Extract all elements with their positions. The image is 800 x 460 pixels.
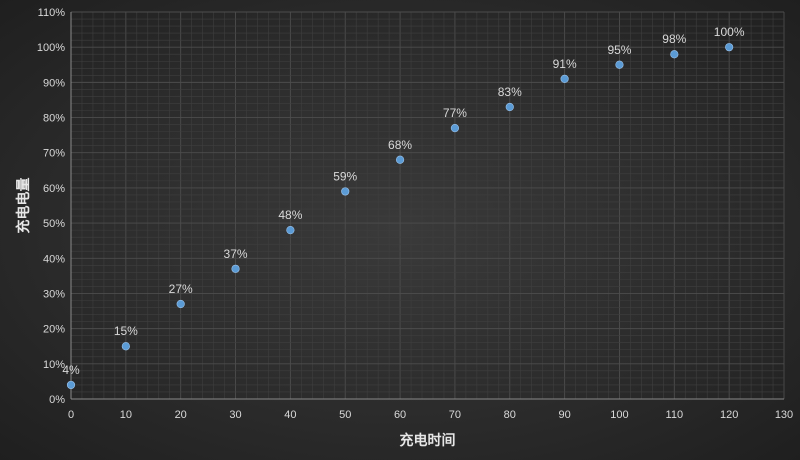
x-axis-title: 充电时间	[400, 432, 456, 449]
data-label: 77%	[443, 106, 467, 120]
y-tick-label: 40%	[43, 253, 65, 265]
data-point	[231, 264, 240, 273]
y-tick-label: 60%	[43, 183, 65, 195]
y-tick-label: 90%	[43, 77, 65, 89]
data-label: 83%	[498, 85, 522, 99]
data-label: 48%	[278, 208, 302, 222]
y-tick-label: 10%	[43, 359, 65, 371]
data-label: 15%	[114, 324, 138, 338]
x-tick-label: 70	[449, 409, 461, 421]
y-tick-label: 50%	[43, 218, 65, 230]
x-tick-label: 60	[394, 409, 406, 421]
data-label: 59%	[333, 169, 357, 183]
x-tick-label: 110	[666, 409, 684, 421]
data-labels: 4% 15% 27% 37% 48% 59% 68% 77% 83% 91% 95% 98% 100%	[62, 25, 744, 377]
x-tick-label: 90	[558, 409, 570, 421]
data-point	[615, 60, 624, 69]
data-points	[66, 43, 734, 390]
data-point	[66, 380, 76, 390]
y-tick-label: 30%	[43, 288, 65, 300]
data-point	[560, 74, 569, 83]
gridlines	[70, 11, 785, 400]
y-axis-title: 充电电量	[15, 178, 32, 234]
y-tick-label: 110%	[38, 7, 66, 19]
x-tick-label: 120	[720, 409, 738, 421]
x-tick-label: 0	[68, 409, 74, 421]
data-point	[176, 299, 185, 309]
data-label: 4%	[62, 363, 80, 377]
x-tick-label: 80	[504, 409, 516, 421]
data-label: 91%	[553, 57, 577, 71]
data-point	[395, 155, 405, 164]
data-label: 95%	[607, 43, 631, 57]
x-tick-label: 20	[175, 409, 187, 421]
x-tick-label: 50	[339, 409, 351, 421]
data-label: 27%	[169, 282, 193, 296]
data-point	[725, 43, 734, 52]
y-tick-label: 20%	[43, 324, 65, 336]
data-point	[286, 226, 295, 235]
y-tick-label: 0%	[49, 394, 65, 406]
data-point	[450, 124, 460, 133]
x-tick-label: 30	[229, 409, 241, 421]
data-label: 37%	[224, 247, 248, 261]
data-label: 68%	[388, 138, 412, 152]
y-tick-label: 100%	[37, 42, 65, 54]
data-point	[341, 187, 350, 196]
axes	[70, 12, 784, 400]
x-tick-label: 10	[120, 409, 132, 421]
x-tick-label: 100	[610, 409, 628, 421]
data-label: 100%	[714, 25, 745, 39]
y-tick-label: 80%	[43, 113, 65, 125]
tick-labels: 0 10 20 30 40 50 60 70 80 90 100 110 120 130 0% 10% 20% 3…	[37, 7, 793, 421]
x-tick-label: 130	[775, 409, 793, 421]
y-tick-label: 70%	[43, 148, 65, 160]
data-point	[505, 102, 514, 112]
x-tick-label: 40	[284, 409, 296, 421]
data-point	[670, 50, 679, 59]
data-label: 98%	[662, 32, 686, 46]
data-point	[121, 342, 130, 351]
